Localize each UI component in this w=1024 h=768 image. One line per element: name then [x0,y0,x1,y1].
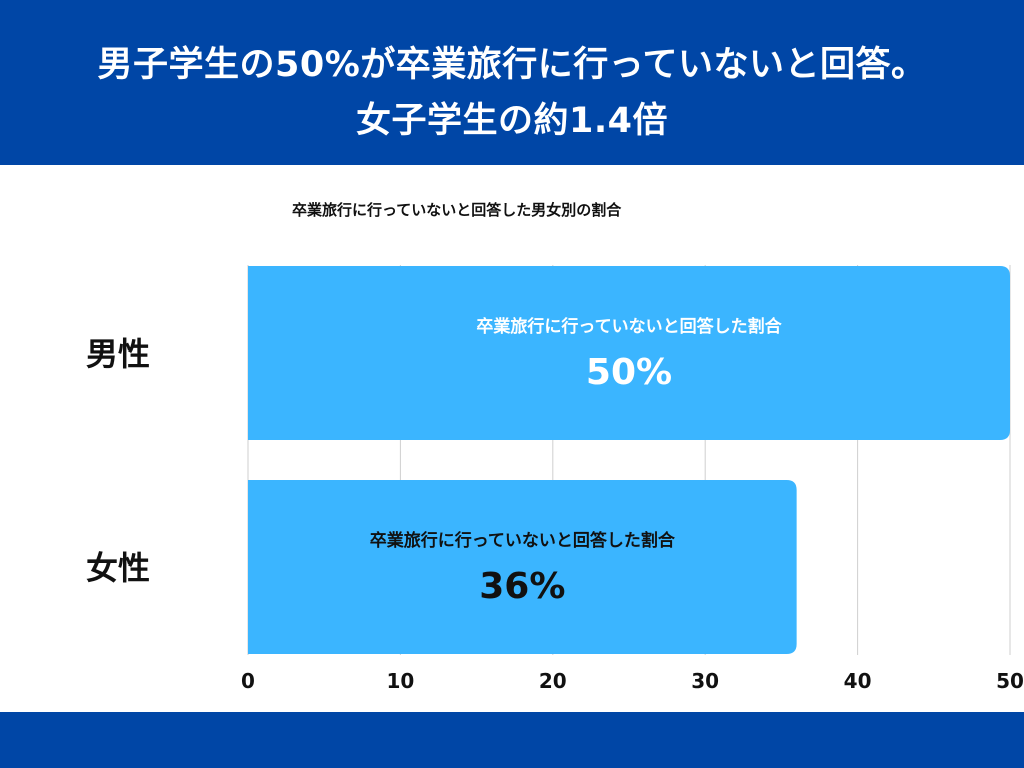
bar-value-label-1: 36% [479,566,565,607]
category-label-0: 男性 [86,335,150,373]
x-tick-label-1: 10 [386,669,414,693]
bar-value-label-0: 50% [586,352,672,393]
header-banner: 男子学生の50%が卒業旅行に行っていないと回答。 女子学生の約1.4倍 [0,0,1024,165]
category-label-1: 女性 [86,549,150,587]
bar-caption-0: 卒業旅行に行っていないと回答した割合 [476,316,782,337]
footer-banner [0,712,1024,768]
headline-line-2: 女子学生の約1.4倍 [355,101,668,141]
headline-line-1: 男子学生の50%が卒業旅行に行っていないと回答。 [97,45,927,85]
x-tick-label-5: 50 [996,669,1024,693]
bar-0 [248,266,1010,440]
chart-title: 卒業旅行に行っていないと回答した男女別の割合 [292,201,622,219]
x-tick-label-3: 30 [691,669,719,693]
x-tick-label-0: 0 [241,669,255,693]
bar-1 [248,480,797,654]
bar-caption-1: 卒業旅行に行っていないと回答した割合 [370,530,676,551]
x-tick-label-4: 40 [844,669,872,693]
x-tick-label-2: 20 [539,669,567,693]
